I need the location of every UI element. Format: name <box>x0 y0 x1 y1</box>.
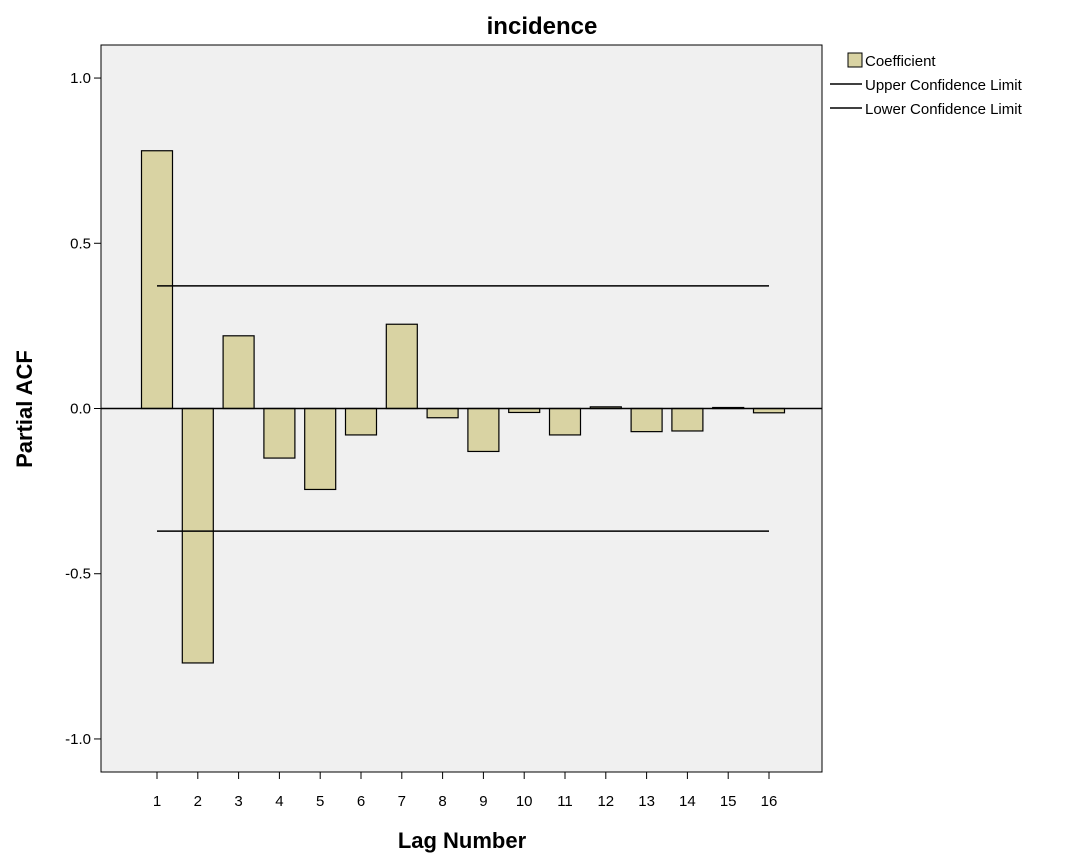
bar-lag-4 <box>263 407 296 459</box>
bar-lag-13 <box>630 407 663 433</box>
bar-series-coefficient <box>140 150 786 664</box>
bar-lag-2 <box>181 407 214 664</box>
x-tick-label: 7 <box>398 793 406 810</box>
x-tick-label: 3 <box>234 793 242 810</box>
x-tick-label: 2 <box>194 793 202 810</box>
bar-lag-8 <box>426 407 459 419</box>
y-axis: 1.0 0.5 0.0 -0.5 -1.0 <box>65 70 101 748</box>
y-tick-label: 0.0 <box>70 401 91 418</box>
legend: Coefficient Upper Confidence Limit Lower C… <box>830 52 1023 118</box>
bar-lag-1 <box>140 150 174 410</box>
x-tick-label: 14 <box>679 793 696 810</box>
legend-label: Lower Confidence Limit <box>865 101 1023 118</box>
x-tick-label: 4 <box>275 793 283 810</box>
y-tick-label: -1.0 <box>65 731 91 748</box>
legend-label: Coefficient <box>865 53 936 70</box>
x-tick-label: 16 <box>761 793 778 810</box>
x-tick-label: 1 <box>153 793 161 810</box>
bar-lag-14 <box>671 407 704 432</box>
x-tick-label: 12 <box>597 793 614 810</box>
x-tick-label: 5 <box>316 793 324 810</box>
bar-lag-6 <box>344 407 378 436</box>
bar-lag-5 <box>304 407 337 491</box>
x-tick-label: 11 <box>557 793 573 810</box>
x-axis-label: Lag Number <box>398 828 527 853</box>
bar-lag-11 <box>548 407 582 436</box>
x-tick-label: 6 <box>357 793 365 810</box>
bar-lag-7 <box>385 323 418 410</box>
y-tick-label: 0.5 <box>70 235 91 252</box>
x-tick-label: 13 <box>638 793 655 810</box>
x-tick-label: 8 <box>438 793 446 810</box>
y-tick-label: 1.0 <box>70 70 91 87</box>
legend-label: Upper Confidence Limit <box>865 77 1023 94</box>
x-tick-label: 9 <box>479 793 487 810</box>
chart-title: incidence <box>487 13 598 40</box>
y-axis-label: Partial ACF <box>12 350 37 468</box>
y-tick-label: -0.5 <box>65 566 91 583</box>
bar-lag-9 <box>467 407 500 453</box>
legend-swatch-coefficient <box>847 52 863 68</box>
x-tick-label: 15 <box>720 793 737 810</box>
x-axis: 1 2 3 4 5 6 7 8 9 10 11 12 13 14 15 16 <box>153 772 778 810</box>
x-tick-label: 10 <box>516 793 533 810</box>
bar-lag-3 <box>222 335 255 410</box>
